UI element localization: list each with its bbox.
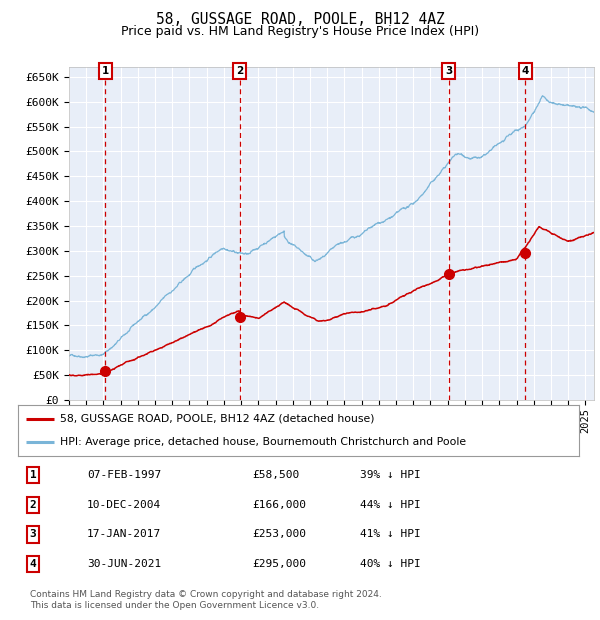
- Text: 58, GUSSAGE ROAD, POOLE, BH12 4AZ (detached house): 58, GUSSAGE ROAD, POOLE, BH12 4AZ (detac…: [60, 414, 374, 423]
- Text: £166,000: £166,000: [252, 500, 306, 510]
- Text: Contains HM Land Registry data © Crown copyright and database right 2024.
This d: Contains HM Land Registry data © Crown c…: [30, 590, 382, 609]
- Text: 1: 1: [29, 470, 37, 480]
- Text: 41% ↓ HPI: 41% ↓ HPI: [360, 529, 421, 539]
- Text: 2: 2: [29, 500, 37, 510]
- Text: 58, GUSSAGE ROAD, POOLE, BH12 4AZ: 58, GUSSAGE ROAD, POOLE, BH12 4AZ: [155, 12, 445, 27]
- Text: 3: 3: [445, 66, 452, 76]
- Text: 3: 3: [29, 529, 37, 539]
- Text: 40% ↓ HPI: 40% ↓ HPI: [360, 559, 421, 569]
- Text: 4: 4: [29, 559, 37, 569]
- Text: 10-DEC-2004: 10-DEC-2004: [87, 500, 161, 510]
- Text: Price paid vs. HM Land Registry's House Price Index (HPI): Price paid vs. HM Land Registry's House …: [121, 25, 479, 38]
- Text: £253,000: £253,000: [252, 529, 306, 539]
- Text: £295,000: £295,000: [252, 559, 306, 569]
- Text: £58,500: £58,500: [252, 470, 299, 480]
- Text: 17-JAN-2017: 17-JAN-2017: [87, 529, 161, 539]
- Text: 07-FEB-1997: 07-FEB-1997: [87, 470, 161, 480]
- Text: 2: 2: [236, 66, 244, 76]
- Text: 39% ↓ HPI: 39% ↓ HPI: [360, 470, 421, 480]
- Text: HPI: Average price, detached house, Bournemouth Christchurch and Poole: HPI: Average price, detached house, Bour…: [60, 437, 466, 447]
- Text: 30-JUN-2021: 30-JUN-2021: [87, 559, 161, 569]
- Text: 4: 4: [521, 66, 529, 76]
- Text: 44% ↓ HPI: 44% ↓ HPI: [360, 500, 421, 510]
- Text: 1: 1: [101, 66, 109, 76]
